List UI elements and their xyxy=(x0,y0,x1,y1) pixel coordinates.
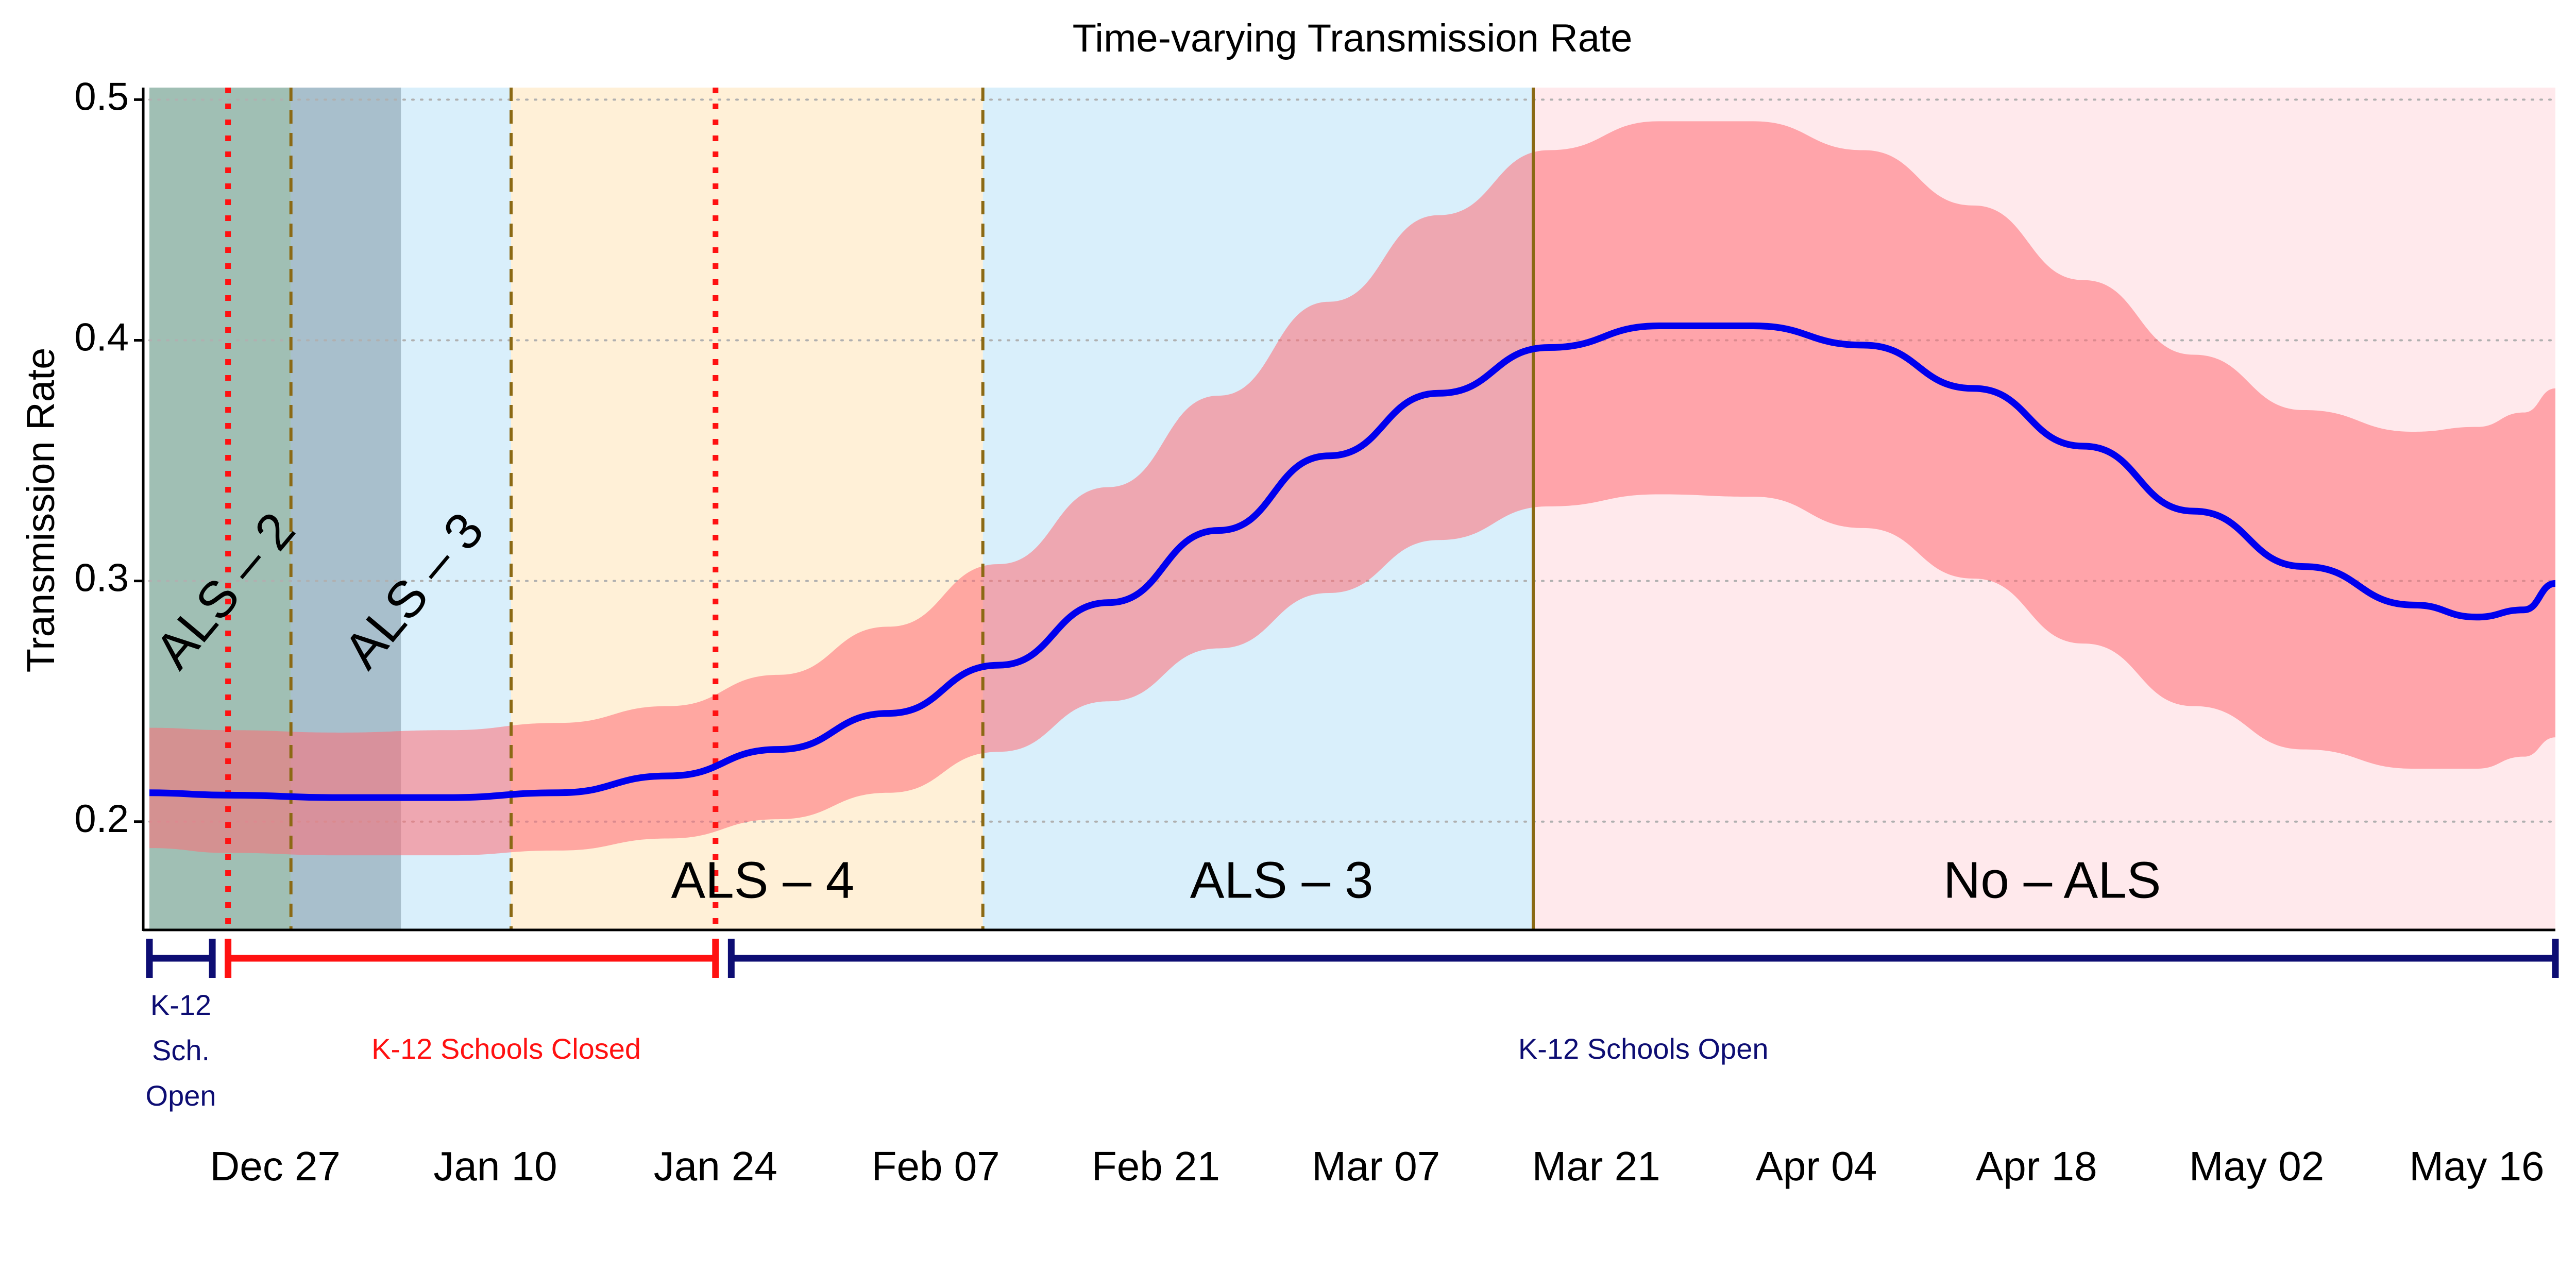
estimate-line xyxy=(149,322,2555,801)
x-tick-label-0: Dec 27 xyxy=(210,1143,340,1189)
x-tick-label-1: Jan 10 xyxy=(433,1143,557,1189)
school-status-track: K-12 Sch. Open K-12 Schools Closed K-12 Scho… xyxy=(146,939,2559,1112)
x-tick-label-10: May 16 xyxy=(2409,1143,2544,1189)
y-tick-label-0: 0.2 xyxy=(74,797,129,841)
policy-change-lines xyxy=(225,88,1535,930)
school-period-label-0-0: K-12 xyxy=(150,989,211,1021)
x-axis-ticks: Dec 27 Jan 10 Jan 24 Feb 07 Feb 21 Mar 07 Mar … xyxy=(210,1143,2544,1189)
x-tick-label-7: Apr 04 xyxy=(1756,1143,1877,1189)
confidence-band xyxy=(149,121,2555,856)
x-tick-label-4: Feb 21 xyxy=(1092,1143,1220,1189)
y-tick-label-3: 0.5 xyxy=(74,75,129,118)
region-label-3: ALS – 3 xyxy=(1190,852,1374,909)
y-tick-label-2: 0.4 xyxy=(74,316,129,360)
region-label-2: ALS – 4 xyxy=(671,852,854,909)
region-label-4: No – ALS xyxy=(1943,852,2161,909)
chart-title: Time-varying Transmission Rate xyxy=(1073,16,1633,60)
school-period-label-1-0: K-12 Schools Closed xyxy=(371,1032,641,1065)
x-tick-label-3: Feb 07 xyxy=(872,1143,1000,1189)
x-tick-label-8: Apr 18 xyxy=(1976,1143,2097,1189)
axes xyxy=(142,88,2555,931)
confidence-band-layer xyxy=(149,121,2555,856)
y-axis-label: Transmission Rate xyxy=(19,348,63,673)
y-axis-ticks: 0.2 0.3 0.4 0.5 xyxy=(74,75,143,841)
estimate-line-layer xyxy=(149,322,2555,801)
x-tick-label-5: Mar 07 xyxy=(1312,1143,1440,1189)
school-period-label-0-1: Sch. xyxy=(152,1034,210,1066)
school-period-label-0-2: Open xyxy=(146,1079,216,1112)
school-period-label-2-0: K-12 Schools Open xyxy=(1518,1032,1769,1065)
y-tick-label-1: 0.3 xyxy=(74,556,129,600)
x-tick-label-6: Mar 21 xyxy=(1532,1143,1660,1189)
x-tick-label-9: May 02 xyxy=(2189,1143,2324,1189)
x-tick-label-2: Jan 24 xyxy=(654,1143,777,1189)
